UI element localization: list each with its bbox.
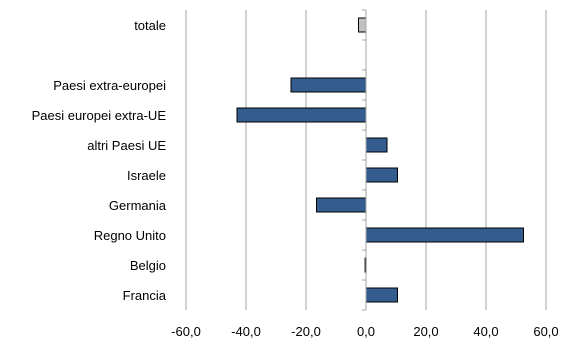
category-labels: totale Paesi extra-europei Paesi europei e… — [32, 18, 167, 303]
grid-lines — [185, 10, 547, 310]
category-label: Israele — [127, 168, 166, 183]
bar — [290, 77, 367, 93]
category-label: altri Paesi UE — [87, 138, 166, 153]
x-tick-label: -60,0 — [171, 324, 201, 339]
category-label: Germania — [109, 198, 167, 213]
bar — [236, 107, 367, 123]
x-tick-labels: -60,0 -40,0 -20,0 0,0 20,0 40,0 60,0 — [171, 324, 558, 339]
x-tick-label: 20,0 — [413, 324, 438, 339]
x-tick-label: -40,0 — [231, 324, 261, 339]
category-label: Regno Unito — [94, 228, 166, 243]
x-tick-label: -20,0 — [291, 324, 321, 339]
bars — [236, 17, 524, 303]
category-label: Francia — [123, 288, 167, 303]
bar — [365, 137, 388, 153]
category-label: Belgio — [130, 258, 166, 273]
category-label: Paesi europei extra-UE — [32, 108, 167, 123]
y-axis — [362, 9, 367, 311]
bar — [365, 227, 524, 243]
x-tick-label: 0,0 — [357, 324, 375, 339]
bar — [316, 197, 367, 213]
bar — [365, 167, 398, 183]
x-tick-label: 60,0 — [533, 324, 558, 339]
x-tick-label: 40,0 — [473, 324, 498, 339]
category-label: totale — [134, 18, 166, 33]
bar — [365, 287, 398, 303]
category-label: Paesi extra-europei — [53, 78, 166, 93]
bar — [358, 17, 367, 33]
